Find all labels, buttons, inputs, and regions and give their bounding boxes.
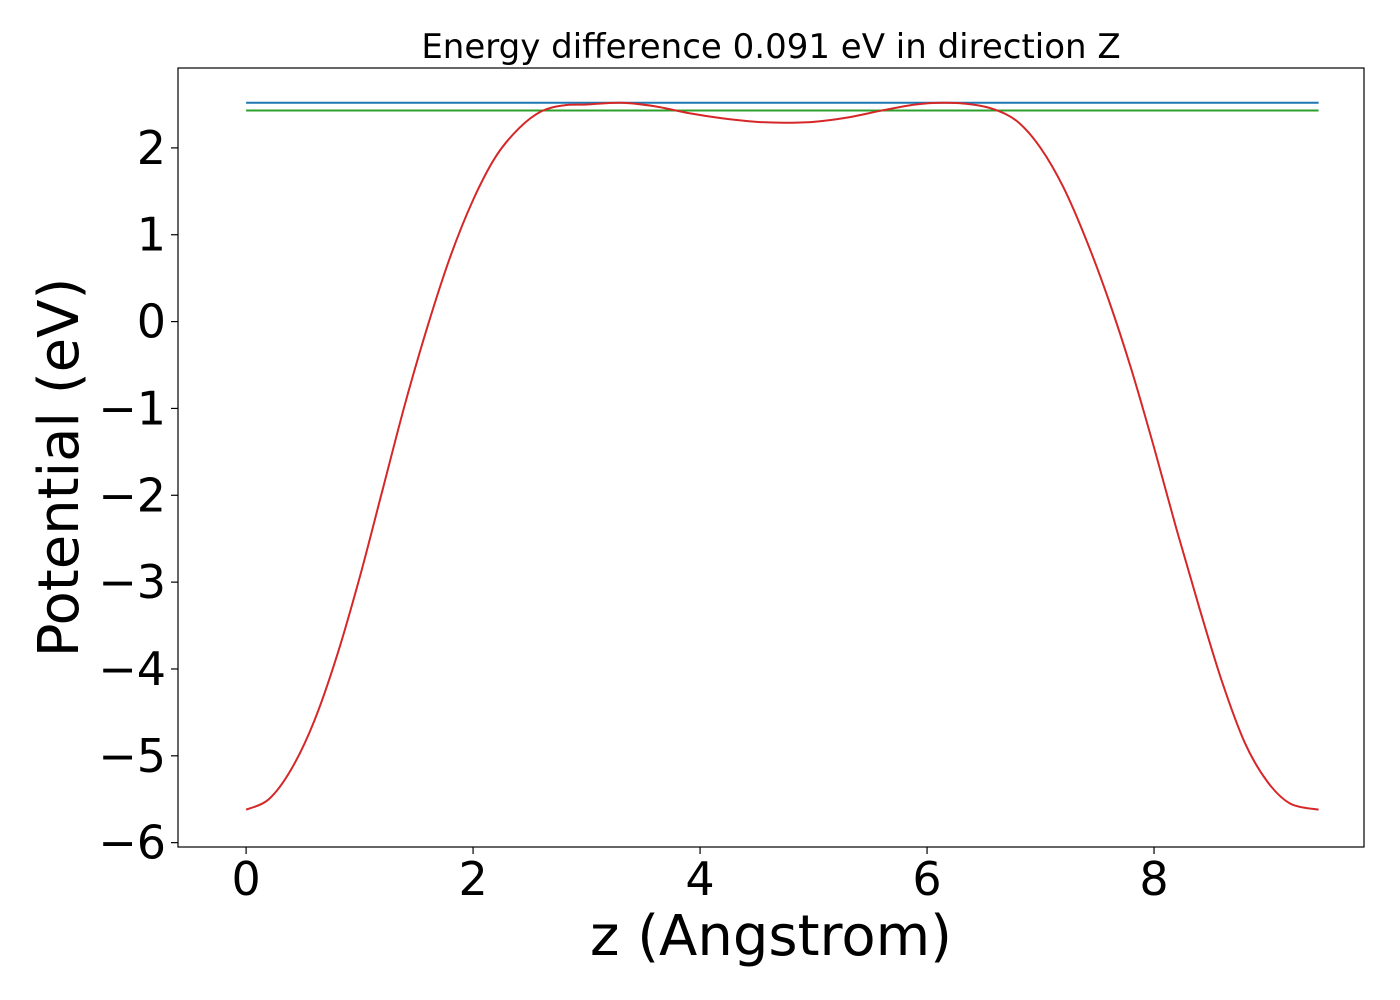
y-tick-label: −1 (98, 381, 166, 435)
y-tick-label: 1 (137, 208, 166, 262)
x-tick-label: 8 (1139, 852, 1168, 906)
y-tick-label: −3 (98, 555, 166, 609)
y-tick-label: −2 (98, 468, 166, 522)
series-line-2 (245, 101, 1319, 811)
y-tick-label: −4 (98, 642, 166, 696)
x-tick-label: 6 (912, 852, 941, 906)
x-tick-label: 2 (458, 852, 487, 906)
y-tick-label: −6 (98, 816, 166, 870)
y-tick-label: 2 (137, 121, 166, 175)
x-axis-label: z (Angstrom) (590, 904, 952, 969)
x-tick-label: 0 (231, 852, 260, 906)
x-tick-label: 4 (685, 852, 714, 906)
y-axis-label: Potential (eV) (27, 278, 92, 658)
y-tick-label: −5 (98, 729, 166, 783)
chart-title: Energy difference 0.091 eV in direction … (421, 27, 1120, 67)
x-axis: 0 2 4 6 8 (231, 847, 1169, 906)
y-axis: −6 −5 −4 −3 −2 −1 0 1 2 (98, 121, 178, 870)
plot-frame (177, 67, 1365, 848)
y-tick-label: 0 (137, 295, 166, 349)
series-group (245, 101, 1319, 811)
